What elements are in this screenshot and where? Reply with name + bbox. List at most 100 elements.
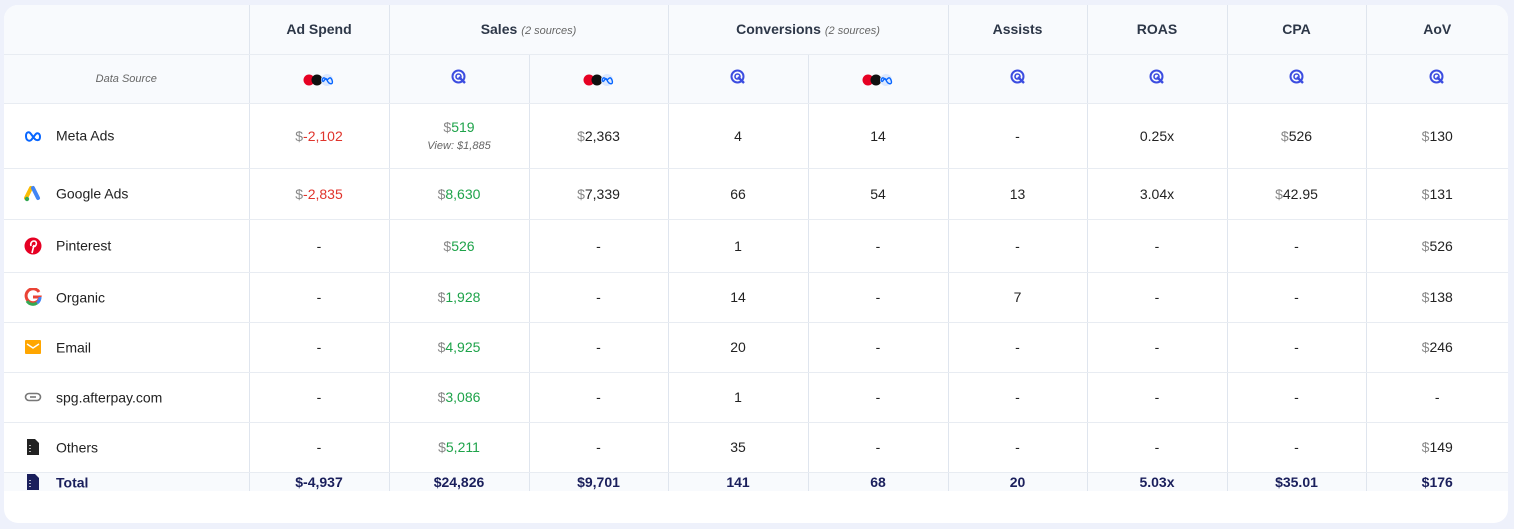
header-conversions[interactable]: Conversions (2 sources) (668, 5, 949, 55)
cpa-cell: - (1227, 219, 1367, 273)
meta-icon (24, 127, 42, 145)
conv-pixel-cell: 4 (668, 103, 809, 169)
sales-pixel-cell: $526 (389, 219, 530, 273)
total-label: Total (56, 473, 89, 490)
total-roas: 5.03x (1087, 472, 1228, 491)
assists-cell: - (948, 219, 1088, 273)
aov-cell: - (1366, 372, 1508, 423)
cpa-cell: $42.95 (1227, 168, 1367, 220)
conv-platform-cell: - (808, 272, 949, 323)
total-row: Total $-4,937 $24,826 $9,701 141 68 20 5… (4, 472, 1508, 491)
total-assists: 20 (948, 472, 1088, 491)
sales-pixel-cell: $519 View: $1,885 (389, 103, 530, 169)
conv-pixel-cell: 20 (668, 322, 809, 373)
document-icon (24, 473, 42, 491)
total-aov: $176 (1366, 472, 1508, 491)
channel-name[interactable]: Google Ads (4, 168, 250, 220)
conv-platform-cell: - (808, 372, 949, 423)
conv-pixel-cell: 66 (668, 168, 809, 220)
aov-cell: $246 (1366, 322, 1508, 373)
total-ad-spend: $-4,937 (249, 472, 390, 491)
conv-platform-cell: - (808, 322, 949, 373)
channel-name[interactable]: spg.afterpay.com (4, 372, 250, 423)
assists-cell: 13 (948, 168, 1088, 220)
conv-platform-cell: - (808, 219, 949, 273)
aov-cell: $138 (1366, 272, 1508, 323)
sales-pixel-cell: $3,086 (389, 372, 530, 423)
pinterest-icon (24, 237, 42, 255)
email-icon (24, 338, 42, 356)
header-cpa[interactable]: CPA (1227, 5, 1367, 55)
ad-spend-cell: - (249, 272, 390, 323)
roas-cell: - (1087, 422, 1228, 473)
assists-cell: 7 (948, 272, 1088, 323)
roas-cell: - (1087, 272, 1228, 323)
assists-cell: - (948, 422, 1088, 473)
channel-name[interactable]: Others (4, 422, 250, 473)
total-name: Total (4, 472, 250, 491)
conv-platform-cell: - (808, 422, 949, 473)
data-source-assists (948, 54, 1088, 104)
channel-label: Others (56, 439, 99, 456)
conv-pixel-cell: 14 (668, 272, 809, 323)
data-source-sales (389, 54, 530, 104)
roas-cell: 0.25x (1087, 103, 1228, 169)
ad-spend-cell: - (249, 322, 390, 373)
google-icon (24, 287, 42, 306)
table-row: Email - $4,925 - 20 - - - - $246 (4, 322, 1508, 373)
conv-pixel-cell: 35 (668, 422, 809, 473)
ad-platforms-source-icon (862, 70, 894, 86)
channel-label: Meta Ads (56, 127, 115, 144)
cpa-cell: - (1227, 372, 1367, 423)
channel-label: Google Ads (56, 185, 129, 202)
header-sales[interactable]: Sales (2 sources) (389, 5, 669, 55)
channel-name[interactable]: Email (4, 322, 250, 373)
conv-platform-cell: 54 (808, 168, 949, 220)
header-assists[interactable]: Assists (948, 5, 1088, 55)
ad-platforms-source-icon (303, 70, 335, 86)
sales-platform-cell: $7,339 (529, 168, 669, 220)
data-source-sales (529, 54, 669, 104)
table-row: Google Ads $-2,835 $8,630 $7,339 66 54 1… (4, 168, 1508, 220)
aov-cell: $149 (1366, 422, 1508, 473)
cpa-cell: - (1227, 272, 1367, 323)
channel-label: spg.afterpay.com (56, 389, 163, 406)
channel-label: Organic (56, 289, 106, 306)
corner-cell (4, 5, 250, 55)
data-source-label: Data Source (4, 54, 250, 104)
sales-platform-cell: - (529, 322, 669, 373)
ad-spend-cell: - (249, 219, 390, 273)
sales-platform-cell: - (529, 219, 669, 273)
data-source-roas (1087, 54, 1228, 104)
cpa-cell: - (1227, 422, 1367, 473)
data-source-aov (1366, 54, 1508, 104)
aov-cell: $526 (1366, 219, 1508, 273)
sales-platform-cell: - (529, 372, 669, 423)
channel-name[interactable]: Pinterest (4, 219, 250, 273)
document-icon (24, 438, 42, 456)
channel-label: Email (56, 339, 92, 356)
sales-pixel-cell: $5,211 (389, 422, 530, 473)
pixel-source-icon (1429, 69, 1445, 88)
aov-cell: $131 (1366, 168, 1508, 220)
attribution-table: Ad Spend Sales (2 sources) Conversions (2 … (4, 5, 1508, 491)
header-ad-spend[interactable]: Ad Spend (249, 5, 390, 55)
channel-name[interactable]: Organic (4, 272, 250, 323)
table-row: Meta Ads $-2,102 $519 View: $1,885 $2,363… (4, 103, 1508, 169)
sales-sources: (2 sources) (521, 25, 577, 38)
assists-cell: - (948, 372, 1088, 423)
header-roas[interactable]: ROAS (1087, 5, 1228, 55)
channel-name[interactable]: Meta Ads (4, 103, 250, 169)
conversions-sources: (2 sources) (824, 25, 880, 38)
total-sales-platform: $9,701 (529, 472, 669, 491)
table-row: Others - $5,211 - 35 - - - - $149 (4, 422, 1508, 473)
header-aov[interactable]: AoV (1366, 5, 1508, 55)
cpa-cell: - (1227, 322, 1367, 373)
roas-cell: - (1087, 219, 1228, 273)
pixel-source-icon (1289, 69, 1305, 88)
total-conv-platform: 68 (808, 472, 949, 491)
roas-cell: 3.04x (1087, 168, 1228, 220)
sales-pixel-cell: $1,928 (389, 272, 530, 323)
table-row: spg.afterpay.com - $3,086 - 1 - - - - - (4, 372, 1508, 423)
sales-platform-cell: - (529, 422, 669, 473)
